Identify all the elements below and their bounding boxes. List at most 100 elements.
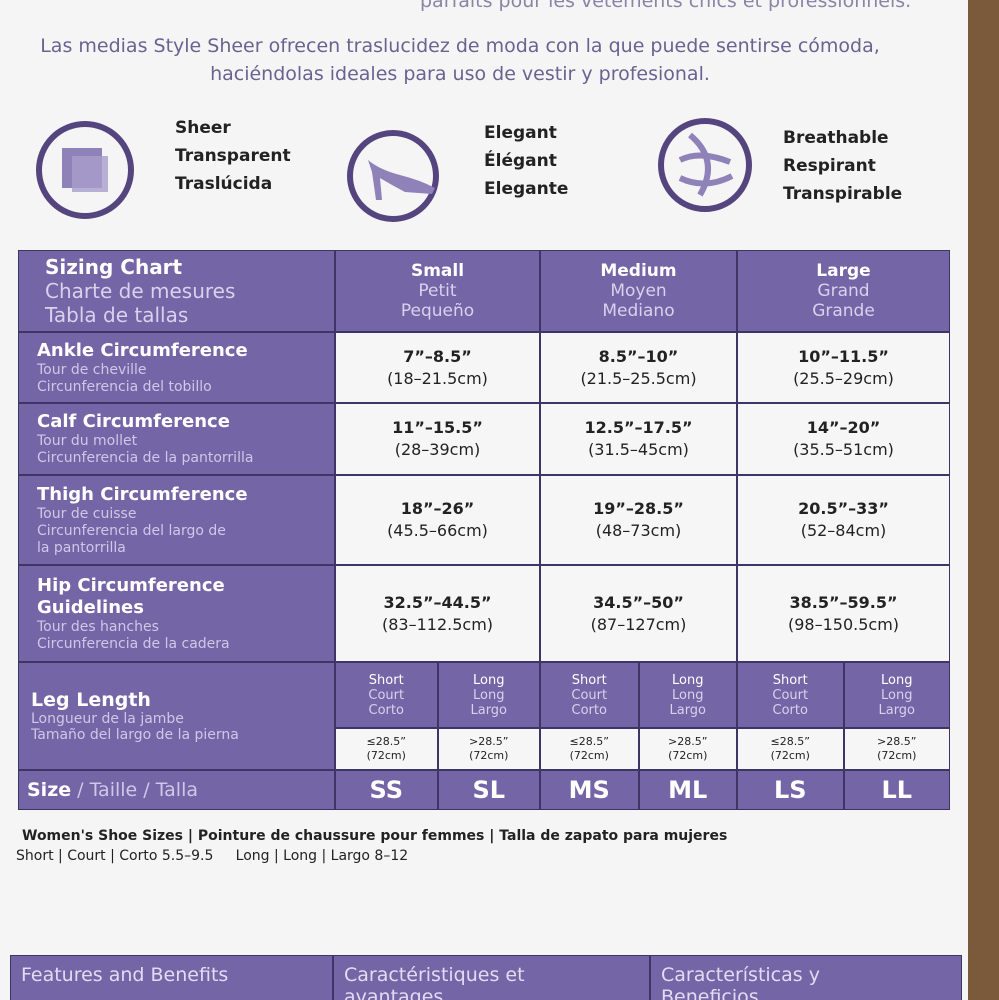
size-code: LS [773, 776, 807, 804]
row-sub: Tour de cheville [37, 361, 147, 378]
size-code-cell: SL [437, 770, 540, 810]
leg-type-text: Short [368, 672, 404, 688]
bottom-header: Características y Beneficios [650, 955, 962, 1000]
measure-text: (21.5–25.5cm) [580, 368, 697, 388]
size-header-text: Pequeño [400, 301, 475, 321]
measure-text: (45.5–66cm) [387, 521, 488, 540]
measure-text: (83–112.5cm) [381, 614, 494, 634]
measure-cell: 8.5”–10” (21.5–25.5cm) [540, 332, 737, 403]
shoe-sizes-detail: Short | Court | Corto 5.5–9.5 Long | Lon… [16, 848, 409, 864]
measure-text: (52–84cm) [800, 521, 887, 540]
row-sub: Circunferencia de la cadera [37, 635, 230, 652]
row-label: Thigh Circumference Tour de cuisse Circunf… [18, 475, 335, 565]
row-label: Ankle Circumference Tour de cheville Circu… [18, 332, 335, 403]
measure-cell: 19”–28.5” (48–73cm) [540, 475, 737, 565]
feature-text: Sheer [175, 118, 231, 138]
leg-value-text: ≤28.5” [569, 735, 609, 748]
measure-cell: 18”–26” (45.5–66cm) [335, 475, 540, 565]
row-title: Guidelines [37, 596, 144, 618]
leg-value-cell: >28.5” (72cm) [843, 728, 950, 770]
bottom-header-text: Caractéristiques et avantages [344, 964, 525, 1000]
leg-type-text: Court [772, 687, 809, 703]
leg-type-cell: Long Long Largo [437, 662, 540, 728]
size-header-text: Petit [418, 281, 457, 301]
bottom-header: Features and Benefits [10, 955, 333, 1000]
feature-icons [36, 118, 752, 222]
size-code-cell: LS [737, 770, 844, 810]
measure-cell: 7”–8.5” (18–21.5cm) [335, 332, 540, 403]
leg-value-text: (72cm) [569, 749, 609, 762]
leg-value-text: >28.5” [469, 735, 509, 748]
leg-type-text: Largo [470, 702, 508, 718]
leg-value-cell: ≤28.5” (72cm) [335, 728, 438, 770]
leg-type-text: Court [368, 687, 405, 703]
size-header: Medium Moyen Mediano [540, 250, 737, 332]
leg-type-cell: Long Long Largo [638, 662, 737, 728]
leg-type-text: Long [672, 687, 704, 703]
measure-text: 34.5”–50” [593, 592, 684, 612]
measure-text: (18–21.5cm) [387, 368, 488, 388]
measure-cell: 10”–11.5” (25.5–29cm) [737, 332, 950, 403]
size-code: LL [881, 776, 913, 804]
size-label-alt: / Taille / Talla [77, 779, 199, 801]
size-code: SL [472, 776, 506, 804]
measure-cell: 32.5”–44.5” (83–112.5cm) [335, 565, 540, 662]
size-code-cell: LL [843, 770, 950, 810]
size-code: SS [369, 776, 404, 804]
leg-type-text: Short [772, 672, 808, 688]
size-header: Small Petit Pequeño [335, 250, 540, 332]
row-title: Thigh Circumference [37, 483, 248, 505]
leg-value-text: (72cm) [668, 749, 708, 762]
size-header-text: Small [410, 261, 465, 281]
measure-text: (48–73cm) [595, 521, 682, 540]
feature-text: Transpirable [783, 184, 903, 204]
wood-background [968, 0, 999, 1000]
measure-cell: 20.5”–33” (52–84cm) [737, 475, 950, 565]
leg-type-cell: Short Court Corto [737, 662, 844, 728]
measure-text: (35.5–51cm) [793, 440, 894, 459]
row-sub: Tour de cuisse [37, 505, 137, 522]
shoe-sizes-title: Women's Shoe Sizes | Pointure de chaussu… [22, 828, 728, 844]
leg-value-text: (72cm) [770, 749, 810, 762]
leg-value-text: ≤28.5” [366, 735, 406, 748]
leg-value-text: >28.5” [668, 735, 708, 748]
leg-type-text: Corto [368, 702, 404, 718]
row-sub: Longueur de la jambe [31, 711, 184, 727]
measure-text: (25.5–29cm) [793, 368, 894, 388]
bottom-header-text: Características y Beneficios [661, 964, 820, 1000]
feature-text: Traslúcida [175, 174, 273, 194]
leg-value-cell: ≤28.5” (72cm) [540, 728, 639, 770]
leg-type-text: Short [571, 672, 607, 688]
size-header-text: Medium [600, 261, 677, 281]
row-sub: Tour du mollet [37, 433, 138, 449]
row-title: Ankle Circumference [37, 339, 248, 361]
leg-value-text: (72cm) [469, 749, 509, 762]
row-sub: la pantorrilla [37, 539, 126, 556]
leg-value-cell: ≤28.5” (72cm) [737, 728, 844, 770]
leg-type-text: Long [881, 672, 913, 688]
size-label: Size / Taille / Talla [18, 770, 335, 810]
measure-text: (87–127cm) [590, 614, 687, 634]
row-label: Hip Circumference Guidelines Tour des hanc… [18, 565, 335, 662]
feature-text: Breathable [783, 128, 889, 148]
row-sub: Tamaño del largo de la pierna [31, 727, 239, 743]
measure-text: 14”–20” [806, 418, 881, 437]
measure-text: 19”–28.5” [593, 499, 684, 518]
measure-cell: 12.5”–17.5” (31.5–45cm) [540, 403, 737, 475]
size-header-text: Moyen [610, 281, 667, 301]
leg-value-text: >28.5” [877, 735, 917, 748]
measure-text: 32.5”–44.5” [383, 592, 492, 612]
feature-text: Elegant [484, 123, 557, 143]
measure-text: 11”–15.5” [392, 418, 483, 437]
measure-text: 7”–8.5” [403, 346, 472, 366]
leg-type-text: Corto [571, 702, 607, 718]
measure-text: 10”–11.5” [798, 346, 889, 366]
leg-type-text: Court [571, 687, 608, 703]
leg-type-text: Long [473, 672, 505, 688]
corner-text: Sizing Chart [45, 255, 183, 279]
size-label-text: Size [27, 779, 72, 801]
leg-type-text: Largo [878, 702, 916, 718]
table-corner: Sizing Chart Charte de mesures Tabla de ta… [18, 250, 335, 332]
measure-cell: 38.5”–59.5” (98–150.5cm) [737, 565, 950, 662]
row-sub: Circunferencia del largo de [37, 522, 226, 539]
